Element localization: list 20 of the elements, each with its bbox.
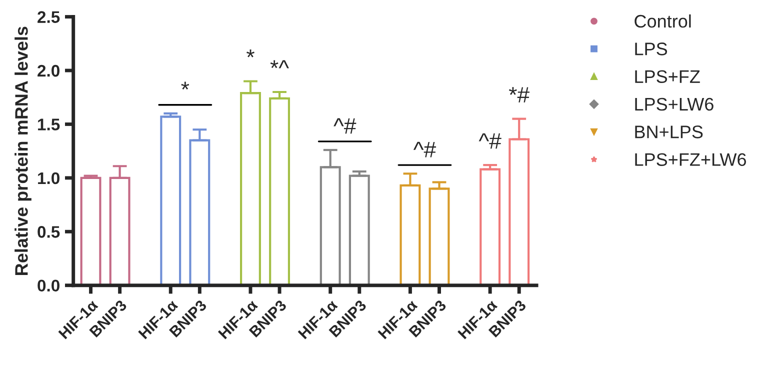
y-axis-title: Relative protein mRNA levels: [14, 26, 32, 275]
y-tick-label: 1.5: [38, 118, 60, 130]
annotation: ^#: [413, 142, 436, 158]
y-tick-label: 1.0: [38, 172, 60, 184]
annotation: *^: [270, 60, 289, 68]
annotation: *#: [508, 87, 530, 102]
y-tick-label: 0.0: [38, 280, 60, 292]
legend-label: LPS+FZ: [635, 70, 700, 83]
legend-label: LPS+LW6: [635, 98, 714, 111]
y-tick-label: 2.0: [38, 64, 60, 77]
annotation: *: [246, 50, 254, 58]
y-tick-label: 0.5: [38, 226, 60, 238]
annotation: ^#: [334, 118, 356, 134]
legend-label: LPS+FZ+LW6: [635, 153, 746, 166]
legend-label: BN+LPS: [635, 126, 703, 138]
y-tick-label: 2.5: [38, 11, 60, 23]
legend-label: LPS: [635, 42, 668, 56]
annotation: ^#: [478, 133, 502, 149]
legend-label: Control: [634, 14, 691, 28]
annotation: *: [181, 82, 190, 90]
